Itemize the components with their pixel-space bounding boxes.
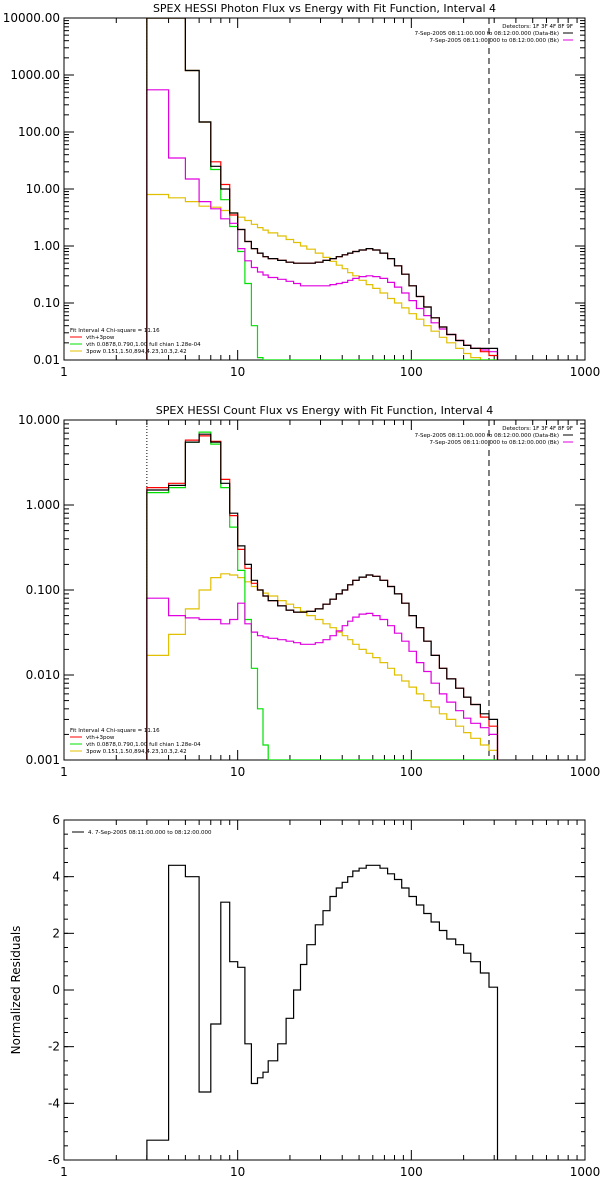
- series-line-residuals: [146, 864, 499, 1160]
- chart-title: SPEX HESSI Count Flux vs Energy with Fit…: [156, 404, 493, 417]
- x-tick-label: 1: [60, 365, 68, 379]
- y-tick-label: -6: [48, 1153, 60, 1167]
- legend-header: Detectors: 1F 3F 4F 8F 9F: [502, 24, 573, 30]
- plot-frame: [63, 819, 586, 1161]
- y-tick-label: 100.00: [18, 125, 60, 139]
- fit-legend-entry: 3pow 0.151,1.50,894,4.23,10.3,2.42: [86, 749, 187, 755]
- y-tick-label: 1000.00: [10, 68, 60, 82]
- x-tick-label: 10: [230, 1165, 245, 1179]
- legend-entry: 7-Sep-2005 08:11:00.000 to 08:12:00.000 …: [430, 38, 560, 44]
- plot-frame: [63, 419, 586, 761]
- series-line-3pow: [146, 573, 499, 760]
- series-line-data-bk: [146, 433, 499, 760]
- fit-legend-entry: vth+3pow: [86, 335, 115, 341]
- fit-legend-header: Fit Interval 4 Chi-square = 11.16: [70, 728, 160, 734]
- y-tick-label: 0: [52, 983, 60, 997]
- y-tick-label: 6: [52, 813, 60, 827]
- chart-panel-3: Normalized Residuals 1 10 100 1000 -6 -4 -2 0 2 4 6…: [9, 813, 600, 1179]
- fit-legend-header: Fit Interval 4 Chi-square = 11.16: [70, 328, 160, 334]
- chart-title: SPEX HESSI Photon Flux vs Energy with Fi…: [153, 2, 496, 15]
- series-line-vth: [146, 431, 498, 760]
- chart-panel-2: SPEX HESSI Count Flux vs Energy with Fit…: [18, 404, 600, 779]
- legend-header: Detectors: 1F 3F 4F 8F 9F: [502, 426, 573, 432]
- fit-legend-entry: vth+3pow: [86, 735, 115, 741]
- y-axis-label: Normalized Residuals: [9, 926, 23, 1055]
- legend-entry: 7-Sep-2005 08:11:00.000 to 08:12:00.000 …: [430, 440, 560, 446]
- legend-entry: 7-Sep-2005 08:11:00.000 to 08:12:00.000 …: [415, 433, 559, 439]
- plot-frame: [63, 17, 586, 361]
- x-tick-label: 1000: [570, 365, 600, 379]
- y-tick-label: 10000.00: [3, 11, 60, 25]
- x-tick-label: 1: [60, 765, 68, 779]
- y-tick-label: 4: [52, 870, 60, 884]
- y-tick-label: 2: [52, 926, 60, 940]
- y-tick-label: 0.100: [26, 583, 60, 597]
- y-tick-label: 1.00: [33, 239, 60, 253]
- x-tick-label: 1000: [570, 765, 600, 779]
- y-tick-label: 0.001: [26, 753, 60, 767]
- series-line-3pow: [146, 193, 498, 360]
- y-tick-label: 0.010: [26, 668, 60, 682]
- fit-legend-entry: vth 0.0878,0.790,1.00 full chian 1.28e-0…: [86, 742, 201, 748]
- series-line-bk: [146, 597, 499, 760]
- legend-entry: 7-Sep-2005 08:11:00.000 to 08:12:00.000 …: [415, 31, 559, 37]
- legend-entry: 4. 7-Sep-2005 08:11:00.000 to 08:12:00.0…: [88, 830, 212, 836]
- x-tick-label: 100: [400, 365, 423, 379]
- y-tick-label: 1.000: [26, 498, 60, 512]
- fit-legend-entry: 3pow 0.151,1.50,894,4.23,10.3,2.42: [86, 349, 187, 355]
- y-tick-label: -2: [48, 1040, 60, 1054]
- y-tick-label: -4: [48, 1096, 60, 1110]
- y-tick-label: 10.00: [26, 182, 60, 196]
- fit-legend-entry: vth 0.0878,0.790,1.00 full chian 1.28e-0…: [86, 342, 201, 348]
- y-tick-label: 0.10: [33, 296, 60, 310]
- chart-panel-1: SPEX HESSI Photon Flux vs Energy with Fi…: [3, 2, 600, 379]
- x-tick-label: 1: [60, 1165, 68, 1179]
- y-tick-label: 10.000: [18, 413, 60, 427]
- series-line-data-bk: [146, 18, 499, 360]
- x-tick-label: 100: [400, 1165, 423, 1179]
- series-line-bk: [146, 89, 499, 360]
- x-tick-label: 1000: [570, 1165, 600, 1179]
- x-tick-label: 10: [230, 765, 245, 779]
- y-tick-label: 0.01: [33, 353, 60, 367]
- x-tick-label: 10: [230, 365, 245, 379]
- x-tick-label: 100: [400, 765, 423, 779]
